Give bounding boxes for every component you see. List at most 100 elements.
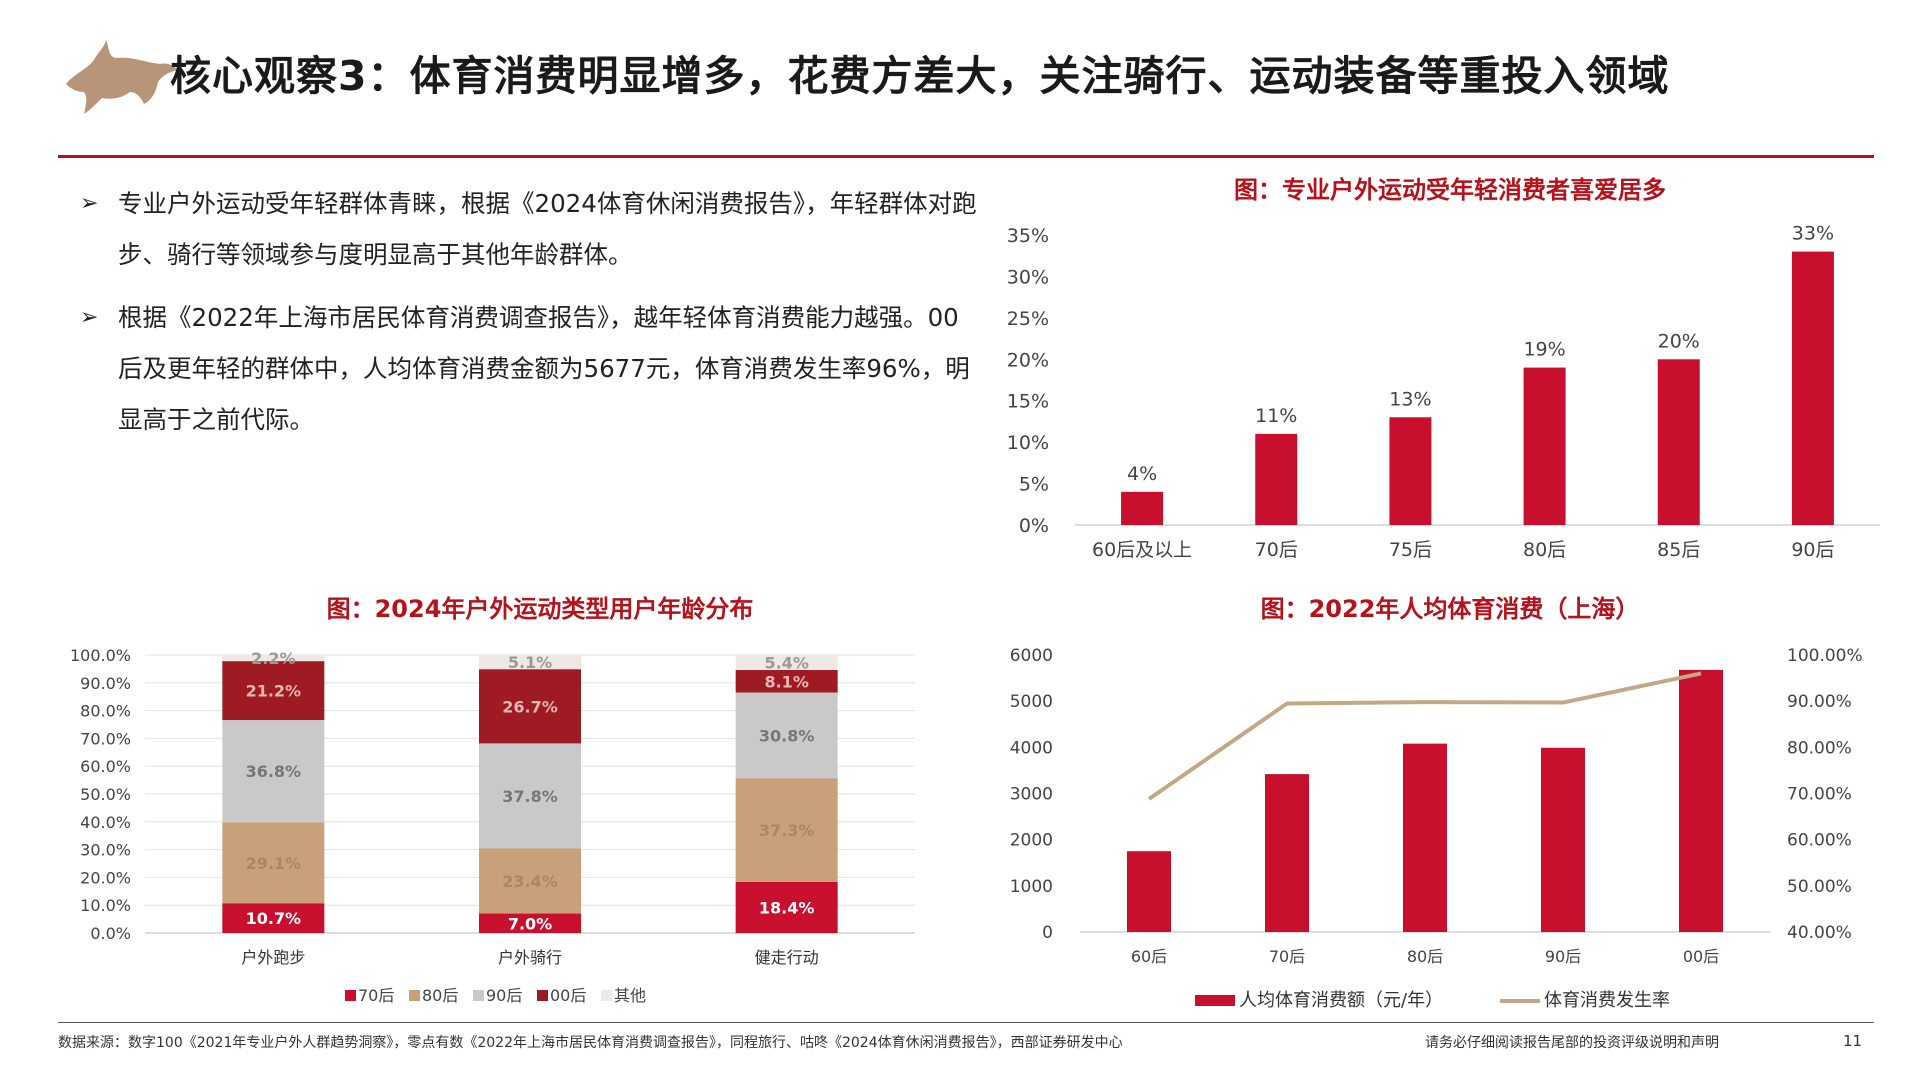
left-y-tick-label: 1000 bbox=[1010, 877, 1053, 897]
segment-value-label: 26.7% bbox=[502, 697, 558, 716]
right-y-tick-label: 60.00% bbox=[1787, 831, 1852, 851]
y-tick-label: 40.0% bbox=[80, 813, 131, 832]
segment-value-label: 7.0% bbox=[508, 914, 552, 933]
stacked-bar-segment bbox=[222, 661, 325, 721]
y-tick-label: 10.0% bbox=[80, 896, 131, 915]
stacked-bar-segment bbox=[222, 903, 325, 933]
spending-bar bbox=[1403, 743, 1447, 932]
segment-value-label: 5.4% bbox=[764, 654, 808, 673]
legend-swatch bbox=[345, 990, 356, 1001]
legend-swatch bbox=[473, 990, 484, 1001]
bar bbox=[1389, 417, 1432, 525]
y-tick-label: 80.0% bbox=[80, 702, 131, 721]
page-number: 11 bbox=[1843, 1032, 1863, 1050]
x-tick-label: 70后 bbox=[1269, 947, 1305, 966]
bar bbox=[1791, 251, 1834, 526]
x-tick-label: 健走行动 bbox=[755, 948, 819, 967]
segment-value-label: 36.8% bbox=[246, 762, 302, 781]
segment-value-label: 30.8% bbox=[759, 726, 815, 745]
x-tick-label: 60后及以上 bbox=[1092, 539, 1192, 561]
legend-label: 体育消费发生率 bbox=[1544, 990, 1670, 1011]
bullet-text: 专业户外运动受年轻群体青睐，根据《2024体育休闲消费报告》，年轻群体对跑步、骑… bbox=[118, 189, 977, 269]
bar bbox=[1255, 433, 1298, 525]
spending-bar bbox=[1541, 747, 1585, 932]
stacked-bar-segment bbox=[735, 881, 838, 933]
sports-spending-chart-title: 图：2022年人均体育消费（上海） bbox=[1260, 595, 1640, 623]
y-tick-label: 25% bbox=[1007, 308, 1049, 330]
right-y-tick-label: 40.00% bbox=[1787, 923, 1852, 943]
x-tick-label: 00后 bbox=[1683, 947, 1719, 966]
segment-value-label: 2.2% bbox=[251, 649, 295, 668]
age-distribution-chart-title: 图：2024年户外运动类型用户年龄分布 bbox=[326, 595, 754, 623]
bullet-item: ➢ 根据《2022年上海市居民体育消费调查报告》，越年轻体育消费能力越强。00后… bbox=[80, 292, 980, 445]
left-y-tick-label: 2000 bbox=[1010, 831, 1053, 851]
bull-logo-icon bbox=[66, 40, 178, 114]
legend-swatch bbox=[537, 990, 548, 1001]
y-tick-label: 100.0% bbox=[70, 646, 131, 665]
outdoor-age-chart-title: 图：专业户外运动受年轻消费者喜爱居多 bbox=[1234, 176, 1666, 204]
spending-bar bbox=[1127, 851, 1171, 932]
incidence-rate-line bbox=[1147, 671, 1702, 801]
legend-label: 人均体育消费额（元/年） bbox=[1239, 990, 1443, 1011]
segment-value-label: 23.4% bbox=[502, 872, 558, 891]
legend-label: 80后 bbox=[422, 986, 458, 1005]
stacked-bar-segment bbox=[735, 655, 838, 671]
y-tick-label: 70.0% bbox=[80, 729, 131, 748]
left-y-tick-label: 6000 bbox=[1010, 646, 1053, 666]
page-title: 核心观察3：体育消费明显增多，花费方差大，关注骑行、运动装备等重投入领域 bbox=[170, 52, 1670, 100]
left-y-tick-label: 3000 bbox=[1010, 785, 1053, 805]
y-tick-label: 30% bbox=[1007, 266, 1049, 288]
right-y-tick-label: 50.00% bbox=[1787, 877, 1852, 897]
stacked-bar-segment bbox=[735, 692, 838, 779]
segment-value-label: 5.1% bbox=[508, 653, 552, 672]
footer-divider bbox=[58, 1022, 1874, 1023]
y-tick-label: 60.0% bbox=[80, 757, 131, 776]
left-y-tick-label: 5000 bbox=[1010, 692, 1053, 712]
data-source-note: 数据来源：数字100《2021年专业户外人群趋势洞察》，零点有数《2022年上海… bbox=[58, 1035, 1123, 1051]
bar-value-label: 33% bbox=[1792, 223, 1834, 245]
stacked-bar-segment bbox=[479, 655, 581, 670]
legend-swatch bbox=[409, 990, 420, 1001]
y-tick-label: 20.0% bbox=[80, 868, 131, 887]
y-tick-label: 10% bbox=[1007, 432, 1049, 454]
bullet-item: ➢ 专业户外运动受年轻群体青睐，根据《2024体育休闲消费报告》，年轻群体对跑步… bbox=[80, 178, 980, 280]
stacked-bar-segment bbox=[222, 822, 325, 904]
bar bbox=[1657, 359, 1700, 525]
arrow-bullet-icon: ➢ bbox=[80, 305, 99, 330]
bar-value-label: 20% bbox=[1658, 330, 1700, 352]
bar bbox=[1121, 491, 1164, 525]
right-y-tick-label: 70.00% bbox=[1787, 785, 1852, 805]
y-tick-label: 20% bbox=[1007, 349, 1049, 371]
x-tick-label: 户外跑步 bbox=[241, 948, 305, 967]
segment-value-label: 37.8% bbox=[502, 787, 558, 806]
x-tick-label: 90后 bbox=[1791, 539, 1834, 561]
spending-bar bbox=[1265, 774, 1309, 932]
legend-swatch bbox=[601, 990, 612, 1001]
disclaimer-note: 请务必仔细阅读报告尾部的投资评级说明和声明 bbox=[1425, 1035, 1719, 1051]
right-y-tick-label: 80.00% bbox=[1787, 738, 1852, 758]
segment-value-label: 29.1% bbox=[246, 854, 302, 873]
stacked-bar-segment bbox=[479, 669, 581, 744]
legend-label: 70后 bbox=[358, 986, 394, 1005]
y-tick-label: 50.0% bbox=[80, 785, 131, 804]
y-tick-label: 5% bbox=[1019, 474, 1049, 496]
stacked-bar-segment bbox=[222, 720, 325, 823]
stacked-bar-segment bbox=[479, 743, 581, 849]
segment-value-label: 10.7% bbox=[246, 909, 302, 928]
y-tick-label: 90.0% bbox=[80, 674, 131, 693]
bullet-list: ➢ 专业户外运动受年轻群体青睐，根据《2024体育休闲消费报告》，年轻群体对跑步… bbox=[80, 178, 980, 457]
stacked-bar-segment bbox=[735, 670, 838, 693]
y-tick-label: 30.0% bbox=[80, 841, 131, 860]
bullet-text: 根据《2022年上海市居民体育消费调查报告》，越年轻体育消费能力越强。00后及更… bbox=[118, 303, 970, 434]
left-y-tick-label: 4000 bbox=[1010, 738, 1053, 758]
segment-value-label: 8.1% bbox=[764, 672, 808, 691]
y-tick-label: 0.0% bbox=[90, 924, 131, 943]
x-tick-label: 90后 bbox=[1545, 947, 1581, 966]
x-tick-label: 80后 bbox=[1407, 947, 1443, 966]
segment-value-label: 21.2% bbox=[246, 682, 302, 701]
stacked-bar-segment bbox=[735, 778, 838, 882]
bar-value-label: 4% bbox=[1127, 463, 1157, 485]
stacked-bar-segment bbox=[479, 913, 581, 933]
legend-label: 90后 bbox=[486, 986, 522, 1005]
